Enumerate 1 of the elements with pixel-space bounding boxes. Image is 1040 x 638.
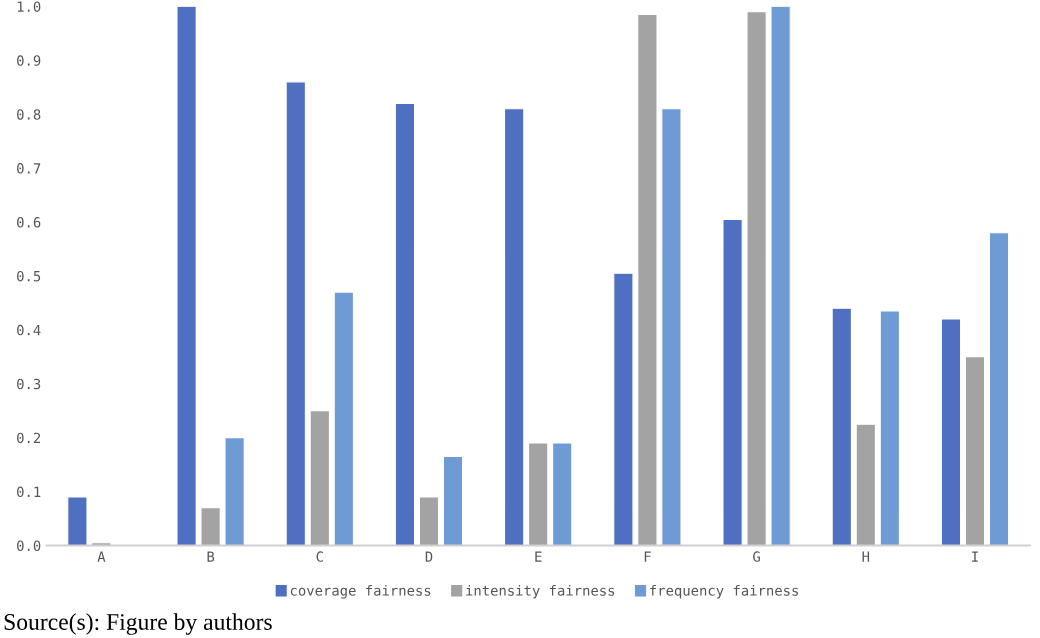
source-note: Source(s): Figure by authors <box>4 613 272 635</box>
